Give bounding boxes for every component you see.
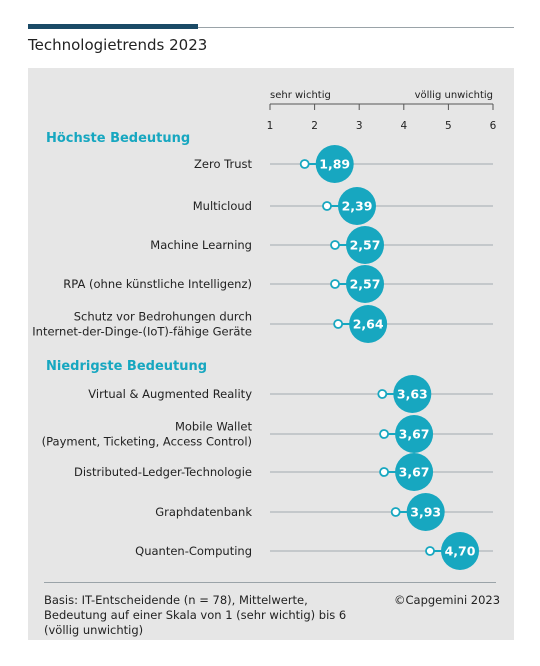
value-marker — [395, 453, 434, 491]
scale-tick-label: 6 — [490, 120, 497, 132]
row-label: RPA (ohne künstliche Intelligenz) — [63, 277, 252, 291]
row-label: Virtual & Augmented Reality — [88, 387, 252, 401]
top-rule — [198, 27, 514, 28]
value-marker — [441, 532, 480, 570]
value-marker — [315, 145, 354, 183]
value-label: 1,89 — [319, 157, 350, 172]
value-label: 3,67 — [399, 427, 430, 442]
row-label: Machine Learning — [150, 238, 252, 252]
value-label: 2,64 — [353, 317, 384, 332]
value-label: 4,70 — [445, 544, 476, 559]
value-label: 3,93 — [410, 505, 441, 520]
row-label: Distributed-Ledger-Technologie — [74, 465, 252, 479]
row-label: Schutz vor Bedrohungen durch — [74, 310, 252, 324]
scale-right-label: völlig unwichtig — [415, 90, 493, 101]
value-origin-dot — [322, 201, 332, 211]
value-origin-dot — [299, 159, 310, 169]
row-label: Quanten-Computing — [135, 544, 252, 558]
value-origin-dot — [379, 467, 389, 477]
value-marker — [395, 415, 434, 453]
value-origin-dot — [390, 507, 401, 517]
scale-tick-label: 1 — [267, 120, 274, 132]
value-label: 2,39 — [342, 199, 373, 214]
scale-tick-label: 3 — [356, 120, 363, 132]
section-heading: Höchste Bedeutung — [46, 131, 190, 146]
row-label: (Payment, Ticketing, Access Control) — [42, 435, 252, 449]
value-label: 2,57 — [350, 238, 381, 253]
value-marker — [337, 187, 376, 225]
value-origin-dot — [425, 546, 435, 556]
value-origin-dot — [333, 319, 344, 329]
value-label: 3,67 — [399, 465, 430, 480]
value-origin-dot — [330, 279, 340, 289]
footnote-rule — [44, 582, 496, 583]
value-marker — [349, 305, 388, 343]
value-label: 3,63 — [397, 387, 428, 402]
value-marker — [346, 226, 385, 264]
copyright: ©Capgemini 2023 — [394, 593, 501, 607]
scale-tick-label: 5 — [445, 120, 452, 132]
section-heading: Niedrigste Bedeutung — [46, 359, 207, 374]
accent-bar — [28, 24, 198, 29]
value-origin-dot — [379, 429, 389, 439]
scale-tick-label: 2 — [311, 120, 318, 132]
row-label: Internet-der-Dinge-(IoT)-fähige Geräte — [32, 325, 252, 339]
value-origin-dot — [377, 389, 388, 399]
value-marker — [346, 265, 385, 303]
footnote: Basis: IT-Entscheidende (n = 78), Mittel… — [44, 593, 347, 637]
row-label: Zero Trust — [194, 157, 252, 171]
scale-left-label: sehr wichtig — [270, 90, 331, 101]
row-label: Graphdatenbank — [155, 505, 252, 519]
value-marker — [406, 493, 445, 531]
value-origin-dot — [330, 240, 340, 250]
scale-tick-label: 4 — [400, 120, 407, 132]
value-label: 2,57 — [350, 277, 381, 292]
page-title: Technologietrends 2023 — [28, 36, 208, 54]
row-label: Mobile Wallet — [175, 420, 253, 434]
value-marker — [393, 375, 432, 413]
row-label: Multicloud — [193, 199, 252, 213]
